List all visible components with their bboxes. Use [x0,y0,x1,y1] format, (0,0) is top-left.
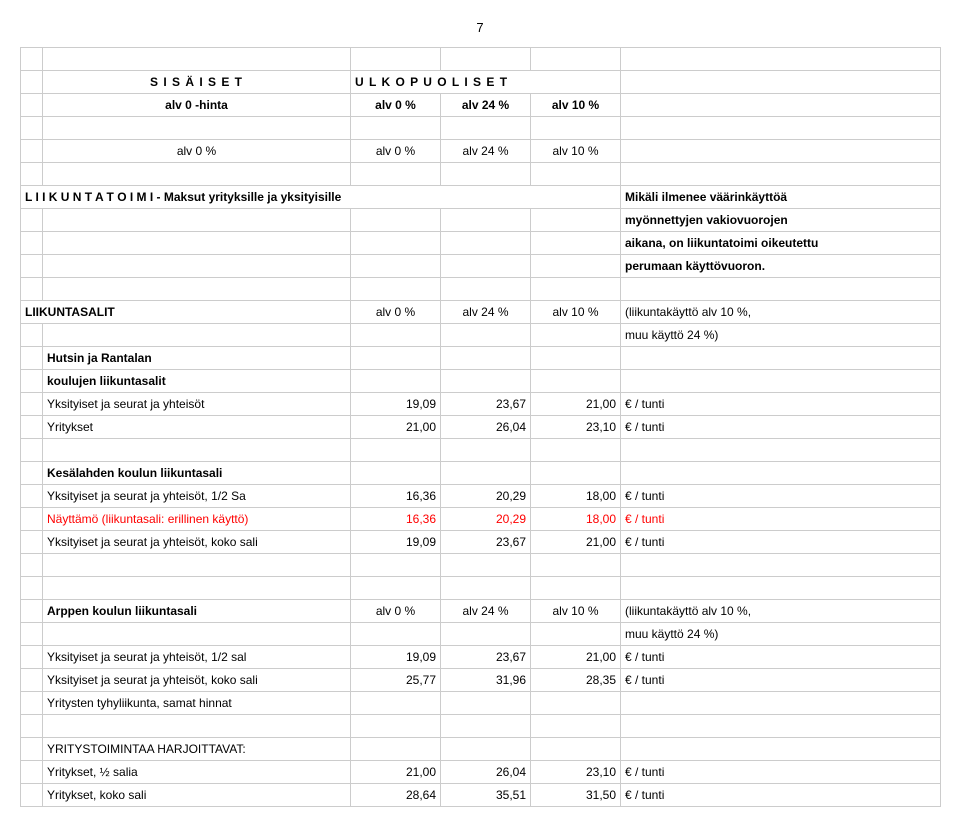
header-sisaiset: S I S Ä I S E T [43,71,351,94]
section2-row2-c: 19,09 [351,393,441,416]
section3-row3-c: 19,09 [351,531,441,554]
section4-row1-label: Yksityiset ja seurat ja yhteisöt, 1/2 sa… [43,646,351,669]
section2-row2-e: 21,00 [531,393,621,416]
section4-note2: muu käyttö 24 %) [621,623,941,646]
header-alv24: alv 24 % [441,94,531,117]
section1-title: L I I K U N T A T O I M I - Maksut yrity… [21,186,621,209]
page-number: 7 [20,20,940,35]
section3-row2-unit: € / tunti [621,508,941,531]
pricing-table: S I S Ä I S E T U L K O P U O L I S E T … [20,47,941,807]
section2-alv24: alv 24 % [441,301,531,324]
section2-row2-unit: € / tunti [621,393,941,416]
section2-title: LIIKUNTASALIT [21,301,351,324]
section2-note1: (liikuntakäyttö alv 10 %, [621,301,941,324]
section2-row3-unit: € / tunti [621,416,941,439]
section5-title: YRITYSTOIMINTAA HARJOITTAVAT: [43,738,351,761]
section2-note2: muu käyttö 24 %) [621,324,941,347]
section3-row2-d: 20,29 [441,508,531,531]
section2-row3-c: 21,00 [351,416,441,439]
section3-row2-c: 16,36 [351,508,441,531]
section1-note1: Mikäli ilmenee väärinkäyttöä [621,186,941,209]
section4-alv0: alv 0 % [351,600,441,623]
section3-row2-label: Näyttämö (liikuntasali: erillinen käyttö… [43,508,351,531]
section3-row1-unit: € / tunti [621,485,941,508]
header-alv0hinta: alv 0 -hinta [43,94,351,117]
section4-title: Arppen koulun liikuntasali [43,600,351,623]
section2-row3-d: 26,04 [441,416,531,439]
section3-row1-d: 20,29 [441,485,531,508]
section4-row1-unit: € / tunti [621,646,941,669]
section3-row2-e: 18,00 [531,508,621,531]
section3-row3-label: Yksityiset ja seurat ja yhteisöt, koko s… [43,531,351,554]
section5-row1-d: 26,04 [441,761,531,784]
section5-row1-e: 23,10 [531,761,621,784]
section5-row1-label: Yritykset, ½ salia [43,761,351,784]
section3-row3-d: 23,67 [441,531,531,554]
header-alv10: alv 10 % [531,94,621,117]
section2-row1a: Hutsin ja Rantalan [43,347,351,370]
section2-row3-e: 23,10 [531,416,621,439]
section4-row2-unit: € / tunti [621,669,941,692]
section1-note3: aikana, on liikuntatoimi oikeutettu [621,232,941,255]
section5-row2-c: 28,64 [351,784,441,807]
section4-row2-d: 31,96 [441,669,531,692]
section3-row1-label: Yksityiset ja seurat ja yhteisöt, 1/2 Sa [43,485,351,508]
section5-row2-label: Yritykset, koko sali [43,784,351,807]
section5-row2-unit: € / tunti [621,784,941,807]
section2-row1b: koulujen liikuntasalit [43,370,351,393]
section4-row2-e: 28,35 [531,669,621,692]
section4-row1-e: 21,00 [531,646,621,669]
section3-row1-e: 18,00 [531,485,621,508]
section4-alv24: alv 24 % [441,600,531,623]
section2-row2-label: Yksityiset ja seurat ja yhteisöt [43,393,351,416]
section4-row2-label: Yksityiset ja seurat ja yhteisöt, koko s… [43,669,351,692]
section5-row2-d: 35,51 [441,784,531,807]
section2-row2-d: 23,67 [441,393,531,416]
section1-note4: perumaan käyttövuoron. [621,255,941,278]
section4-alv10: alv 10 % [531,600,621,623]
section4-row2-c: 25,77 [351,669,441,692]
section3-row1-c: 16,36 [351,485,441,508]
section4-row1-d: 23,67 [441,646,531,669]
header2-alv0: alv 0 % [351,140,441,163]
section3-row3-unit: € / tunti [621,531,941,554]
section2-alv10: alv 10 % [531,301,621,324]
section2-row3-label: Yritykset [43,416,351,439]
section5-row1-c: 21,00 [351,761,441,784]
section5-row1-unit: € / tunti [621,761,941,784]
header2-alv0-left: alv 0 % [43,140,351,163]
section4-note1: (liikuntakäyttö alv 10 %, [621,600,941,623]
header2-alv24: alv 24 % [441,140,531,163]
header2-alv10: alv 10 % [531,140,621,163]
header-alv0: alv 0 % [351,94,441,117]
section4-row3-label: Yritysten tyhyliikunta, samat hinnat [43,692,351,715]
section1-note2: myönnettyjen vakiovuorojen [621,209,941,232]
section2-alv0: alv 0 % [351,301,441,324]
section5-row2-e: 31,50 [531,784,621,807]
section4-row1-c: 19,09 [351,646,441,669]
section3-row3-e: 21,00 [531,531,621,554]
section3-title: Kesälahden koulun liikuntasali [43,462,351,485]
header-ulkopuoliset: U L K O P U O L I S E T [351,71,621,94]
